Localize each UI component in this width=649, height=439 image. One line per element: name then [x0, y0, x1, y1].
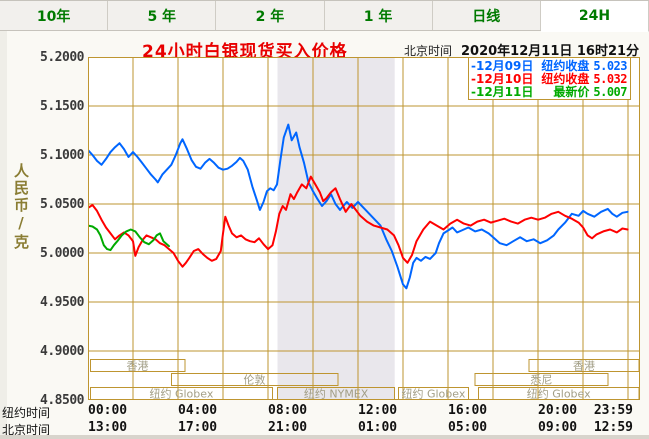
x-tick-time-label: 04:00: [178, 403, 218, 418]
bottom-edge-strip: [0, 435, 649, 439]
legend-value: 5.023: [593, 58, 627, 73]
y-tick-label: 5.1000: [40, 148, 84, 163]
x-tick-time-label: 01:00: [358, 420, 398, 435]
y-tick-label: 5.0000: [40, 246, 84, 261]
session-label: 伦敦: [244, 373, 266, 387]
x-axis-beijing-time-row: 北京时间 13:00 17:00 21:00 01:00 05:00 09:00 12:59: [0, 420, 649, 437]
beijing-time-row-label: 北京时间: [2, 423, 51, 437]
x-tick-time-label: 20:00: [538, 403, 578, 418]
session-label: 纽约 NYMEX: [304, 387, 369, 401]
timezone-label: 北京时间: [404, 44, 453, 58]
x-axis-ny-time-row: 纽约时间 00:00 04:00 08:00 12:00 16:00 20:00 23:59: [0, 403, 649, 420]
nymex-session-band: [277, 57, 395, 400]
legend-item: -12月09日 纽约收盘 5.023: [471, 58, 627, 74]
tab-日线[interactable]: 日线: [433, 1, 541, 30]
x-tick-time-label: 12:59: [593, 420, 633, 435]
legend-item: -12月11日 最新价 5.007: [471, 84, 627, 100]
x-tick-time-label: 23:59: [593, 403, 633, 418]
session-box: [474, 373, 609, 386]
tab-10年[interactable]: 10年: [0, 1, 109, 30]
price-line: [88, 123, 629, 290]
legend-date: -12月11日: [471, 85, 534, 99]
legend-value: 5.007: [593, 84, 627, 99]
tab-1 年[interactable]: 1 年: [325, 1, 433, 30]
legend-series-name: 最新价: [553, 85, 590, 99]
x-tick-time-label: 09:00: [538, 420, 578, 435]
legend-date: -12月09日: [471, 59, 534, 73]
session-box: [89, 359, 186, 372]
legend-series-name: 纽约收盘: [541, 59, 590, 73]
x-tick-time-label: 08:00: [268, 403, 308, 418]
x-tick-time-label: 16:00: [448, 403, 488, 418]
legend-item: -12月10日 纽约收盘 5.032: [471, 71, 627, 87]
legend-value: 5.032: [593, 71, 627, 86]
x-tick-time-label: 17:00: [178, 420, 218, 435]
current-datetime: 2020年12月11日 16时21分: [461, 44, 640, 59]
y-tick-label: 5.0500: [40, 197, 84, 212]
x-tick-time-label: 05:00: [448, 420, 488, 435]
y-tick-label: 5.2000: [40, 50, 84, 65]
legend-box: -12月09日 纽约收盘 5.023 -12月10日 纽约收盘 5.032 -12月11日最…: [468, 57, 631, 100]
y-tick-label: 4.8500: [40, 393, 84, 408]
y-tick-label: 4.9000: [40, 344, 84, 359]
session-label: 纽约 Globex: [401, 387, 465, 401]
price-line: [88, 175, 629, 268]
plot-border: [88, 57, 640, 400]
y-axis-unit-label: 人民币/克: [12, 163, 30, 251]
legend-series-name: 纽约收盘: [541, 72, 590, 86]
y-tick-label: 4.9500: [40, 295, 84, 310]
plot-area: 香港 香港 伦敦 悉尼 纽约 Globex 纽约 NYMEX 纽约 Globex 纽约 Glo…: [88, 57, 640, 400]
session-label: 香港: [127, 360, 149, 373]
tab-5 年[interactable]: 5 年: [108, 1, 217, 30]
x-tick-time-label: 00:00: [88, 403, 128, 418]
y-tick-label: 5.1500: [40, 99, 84, 114]
session-label: 悉尼: [530, 374, 552, 387]
legend-date: -12月10日: [471, 72, 534, 86]
tab-24H[interactable]: 24H: [540, 1, 649, 32]
x-tick-time-label: 13:00: [88, 420, 128, 435]
left-margin-strip: [0, 31, 7, 435]
ny-time-row-label: 纽约时间: [2, 406, 51, 420]
session-label: 纽约 Globex: [527, 387, 591, 401]
x-tick-time-label: 21:00: [268, 420, 308, 435]
session-box: [170, 373, 339, 386]
session-label: 纽约 Globex: [149, 387, 213, 401]
tab-2 年[interactable]: 2 年: [216, 1, 325, 30]
session-label: 香港: [573, 360, 595, 373]
x-tick-time-label: 12:00: [358, 403, 398, 418]
price-line: [88, 224, 170, 252]
